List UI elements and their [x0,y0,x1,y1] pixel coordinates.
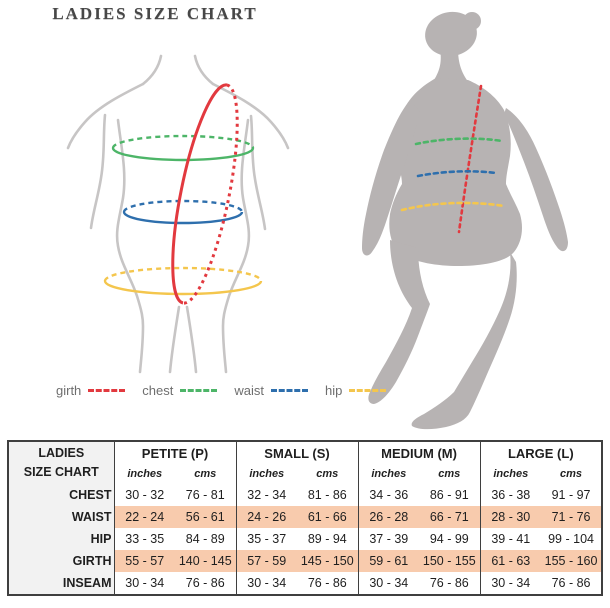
table-cell: 84 - 89 [175,528,237,550]
table-cell: 28 - 30 [480,506,542,528]
table-cell: 36 - 38 [491,488,531,502]
legend-item-chest: chest [142,383,218,398]
legend-label-chest: chest [142,383,174,398]
legend-item-waist: waist [234,383,308,398]
table-corner-header: LADIES SIZE CHART [8,441,115,484]
girth-line-silhouette [457,84,483,234]
table-row-inseam: INSEAM 30 - 34 76 - 86 30 - 34 76 - 86 30 - 3… [8,572,602,595]
hip-dash-icon [349,389,387,392]
table-cell: 145 - 150 [297,550,359,572]
table-cell: 76 - 86 [297,572,359,595]
girth-loop-front [171,83,228,305]
table-cell: 30 - 34 [491,576,531,590]
waist-dash-icon [271,389,308,392]
unit-header-cms: cms [175,464,237,484]
table-cell: 33 - 35 [125,532,165,546]
table-cell: 24 - 26 [236,506,298,528]
female-silhouette [362,11,568,430]
table-cell: 39 - 41 [491,532,531,546]
corner-line2: SIZE CHART [23,465,99,479]
unit-header-cms: cms [419,464,481,484]
hip-ellipse-front [103,280,263,296]
table-cell: 155 - 160 [541,550,603,572]
table-cell: 30 - 34 [369,576,409,590]
table-cell: 34 - 36 [369,488,409,502]
waist-ellipse-front [122,211,244,225]
girth-loop-back [182,83,239,305]
chest-dash-icon [180,389,218,392]
table-cell: 22 - 24 [114,506,175,528]
row-label: INSEAM [8,572,115,595]
legend-item-hip: hip [325,383,387,398]
table-cell: 94 - 99 [419,528,481,550]
unit-header-inches: inches [249,468,285,480]
table-cell: 30 - 32 [125,488,165,502]
table-cell: 30 - 34 [125,576,165,590]
table-cell: 76 - 86 [175,572,237,595]
unit-header-inches: inches [493,468,529,480]
table-cell: 76 - 86 [419,572,481,595]
row-label: HIP [8,528,115,550]
hip-line-silhouette [400,201,506,212]
unit-header-inches: inches [127,468,163,480]
legend: girth chest waist hip [56,383,403,398]
size-header-small: SMALL (S) [236,441,359,464]
waist-line-silhouette [416,170,498,178]
row-label: CHEST [8,484,115,506]
table-cell: 32 - 34 [247,488,287,502]
corner-line1: LADIES [38,446,85,461]
table-cell: 61 - 63 [480,550,542,572]
chest-ellipse-back [111,134,255,149]
chest-line-silhouette [414,137,504,146]
legend-label-girth: girth [56,383,82,398]
row-label: WAIST [8,506,115,528]
table-cell: 26 - 28 [358,506,420,528]
unit-header-cms: cms [297,464,359,484]
table-cell: 35 - 37 [247,532,287,546]
girth-dash-icon [88,389,126,392]
torso-measurement-diagram [66,54,290,374]
hip-ellipse-back [103,266,263,282]
chest-ellipse-front [111,147,255,162]
table-cell: 99 - 104 [548,532,594,546]
table-cell: 56 - 61 [175,506,237,528]
size-header-medium: MEDIUM (M) [358,441,481,464]
table-cell: 91 - 97 [551,488,591,502]
legend-label-hip: hip [325,383,343,398]
table-row-chest: CHEST 30 - 32 76 - 81 32 - 34 81 - 86 34 - 36… [8,484,602,506]
table-cell: 140 - 145 [175,550,237,572]
table-cell: 55 - 57 [114,550,175,572]
table-cell: 81 - 86 [297,484,359,506]
table-cell: 30 - 34 [247,576,287,590]
table-cell: 66 - 71 [419,506,481,528]
table-cell: 37 - 39 [369,532,409,546]
table-cell: 150 - 155 [419,550,481,572]
size-chart-table: LADIES SIZE CHART PETITE (P) SMALL (S) M… [7,440,604,596]
table-cell: 61 - 66 [297,506,359,528]
unit-header-cms: cms [560,468,583,480]
torso-outline [66,54,290,374]
size-header-petite: PETITE (P) [114,441,237,464]
table-row-girth: GIRTH 55 - 57 140 - 145 57 - 59 145 - 150 59 … [8,550,603,572]
size-header-large: LARGE (L) [507,445,574,461]
table-cell: 76 - 81 [175,484,237,506]
unit-header-inches: inches [371,468,407,480]
table-row-waist: WAIST 22 - 24 56 - 61 24 - 26 61 - 66 26 - 28… [8,506,603,528]
table-cell: 71 - 76 [541,506,603,528]
table-cell: 59 - 61 [358,550,420,572]
table-cell: 86 - 91 [419,484,481,506]
table-cell: 57 - 59 [236,550,298,572]
full-body-silhouette-diagram [362,11,568,430]
legend-label-waist: waist [234,383,264,398]
table-cell: 89 - 94 [297,528,359,550]
waist-ellipse-back [122,199,244,213]
page-title: LADIES SIZE CHART [52,4,258,23]
row-label: GIRTH [8,550,115,572]
legend-item-girth: girth [56,383,126,398]
table-cell: 76 - 86 [551,576,591,590]
table-row-hip: HIP 33 - 35 84 - 89 35 - 37 89 - 94 37 - 39 94… [8,528,602,550]
